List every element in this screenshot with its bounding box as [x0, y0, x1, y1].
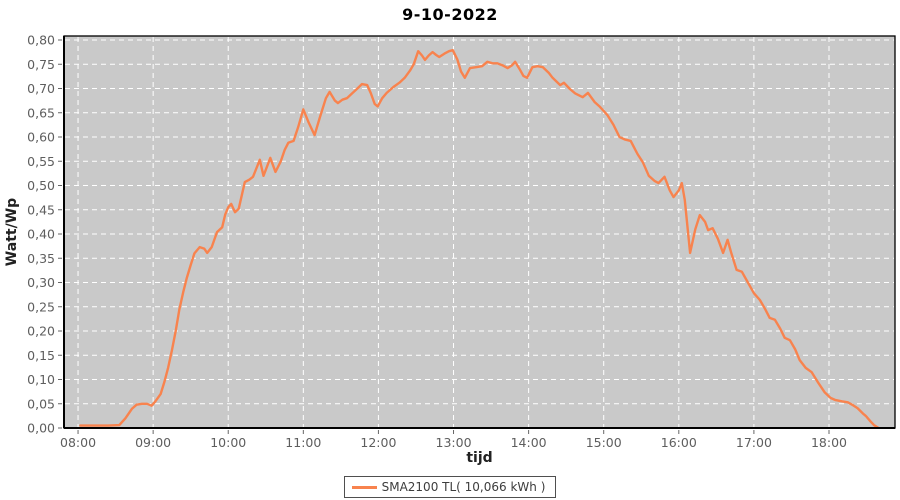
- y-tick-label: 0,45: [27, 202, 55, 217]
- x-tick-label: 13:00: [436, 435, 472, 450]
- x-tick-label: 09:00: [135, 435, 171, 450]
- plot-background: [64, 36, 895, 428]
- gridlines: [65, 37, 894, 429]
- chart-title: 9-10-2022: [402, 5, 498, 24]
- y-tick-label: 0,50: [27, 178, 55, 193]
- legend-line-swatch: [351, 485, 377, 489]
- legend: SMA2100 TL( 10,066 kWh ): [0, 476, 900, 498]
- x-tick-label: 14:00: [511, 435, 547, 450]
- y-tick-label: 0,65: [27, 105, 55, 120]
- y-tick-label: 0,30: [27, 275, 55, 290]
- x-tick-label: 18:00: [811, 435, 847, 450]
- y-tick-label: 0,15: [27, 348, 55, 363]
- axis-ticks: [58, 39, 830, 434]
- y-tick-label: 0,80: [27, 33, 55, 48]
- y-tick-label: 0,00: [27, 421, 55, 436]
- x-tick-label: 16:00: [661, 435, 697, 450]
- y-tick-label: 0,70: [27, 81, 55, 96]
- series-lines: [79, 49, 879, 429]
- y-tick-label: 0,25: [27, 299, 55, 314]
- series-line: [79, 49, 879, 429]
- plot-background-rect: [64, 36, 895, 428]
- x-tick-label: 15:00: [586, 435, 622, 450]
- x-tick-label: 17:00: [736, 435, 772, 450]
- y-tick-label: 0,20: [27, 324, 55, 339]
- x-tick-label: 08:00: [60, 435, 96, 450]
- legend-label: SMA2100 TL( 10,066 kWh ): [381, 480, 546, 494]
- legend-box: SMA2100 TL( 10,066 kWh ): [343, 476, 557, 498]
- x-axis-title: tijd: [466, 450, 493, 466]
- y-tick-label: 0,35: [27, 251, 55, 266]
- y-tick-label: 0,75: [27, 57, 55, 72]
- axis-tick-labels: 0,00 0,05 0,10 0,15 0,20 0,25 0,30 0,35 0,40 0,45…: [27, 33, 847, 451]
- plot-frame: [63, 35, 896, 429]
- y-tick-label: 0,05: [27, 396, 55, 411]
- x-tick-label: 12:00: [360, 435, 396, 450]
- y-tick-label: 0,10: [27, 372, 55, 387]
- y-tick-label: 0,55: [27, 154, 55, 169]
- y-tick-label: 0,40: [27, 227, 55, 242]
- x-tick-label: 10:00: [210, 435, 246, 450]
- y-tick-label: 0,60: [27, 130, 55, 145]
- x-tick-label: 11:00: [285, 435, 321, 450]
